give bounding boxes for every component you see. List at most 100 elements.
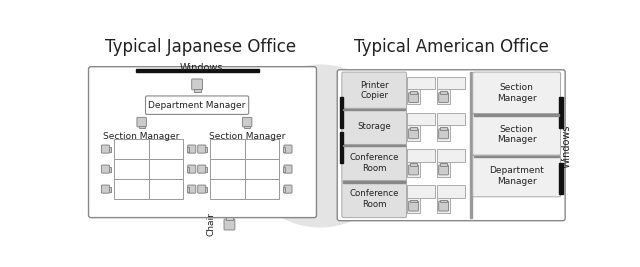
FancyBboxPatch shape <box>198 185 206 193</box>
Text: Section
Manager: Section Manager <box>497 125 536 144</box>
Bar <box>187 147 189 151</box>
Bar <box>407 149 435 162</box>
FancyBboxPatch shape <box>224 219 235 230</box>
Bar <box>410 91 417 93</box>
Bar <box>148 159 183 179</box>
Bar <box>210 179 245 199</box>
Bar <box>187 167 189 171</box>
Bar <box>283 187 285 191</box>
FancyBboxPatch shape <box>88 67 316 218</box>
FancyBboxPatch shape <box>284 145 292 153</box>
FancyBboxPatch shape <box>337 70 565 221</box>
FancyBboxPatch shape <box>438 201 449 211</box>
FancyBboxPatch shape <box>438 129 449 139</box>
Bar <box>437 125 450 141</box>
Text: Section Manager: Section Manager <box>209 132 285 141</box>
Bar <box>559 163 563 194</box>
FancyBboxPatch shape <box>101 145 109 153</box>
Text: Conference
Room: Conference Room <box>349 153 399 173</box>
FancyBboxPatch shape <box>137 117 147 127</box>
Bar <box>245 139 280 159</box>
Text: Department Manager: Department Manager <box>148 101 246 110</box>
Bar <box>474 156 559 157</box>
FancyBboxPatch shape <box>101 185 109 193</box>
Bar <box>407 89 420 104</box>
FancyBboxPatch shape <box>191 79 202 90</box>
Bar <box>245 159 280 179</box>
Bar <box>440 163 447 166</box>
FancyBboxPatch shape <box>473 155 561 197</box>
Bar <box>210 159 245 179</box>
Bar <box>407 198 420 213</box>
FancyBboxPatch shape <box>342 108 406 145</box>
Bar <box>109 147 111 151</box>
Bar <box>114 159 148 179</box>
Bar <box>410 127 417 130</box>
FancyBboxPatch shape <box>408 93 419 103</box>
Bar <box>193 89 200 92</box>
FancyBboxPatch shape <box>198 145 206 153</box>
Bar <box>226 217 233 220</box>
FancyBboxPatch shape <box>188 165 196 173</box>
Bar <box>437 162 450 177</box>
Bar <box>410 163 417 166</box>
Bar <box>437 185 465 198</box>
Bar <box>407 185 435 198</box>
FancyBboxPatch shape <box>188 145 196 153</box>
Bar <box>210 139 245 159</box>
FancyBboxPatch shape <box>408 129 419 139</box>
Bar <box>114 179 148 199</box>
Text: Section
Manager: Section Manager <box>497 83 536 103</box>
Bar <box>440 91 447 93</box>
FancyBboxPatch shape <box>408 165 419 175</box>
FancyBboxPatch shape <box>438 93 449 103</box>
FancyBboxPatch shape <box>473 72 561 114</box>
Bar <box>244 126 250 128</box>
Bar <box>148 179 183 199</box>
Bar <box>407 77 435 89</box>
Bar <box>245 179 280 199</box>
FancyBboxPatch shape <box>284 185 292 193</box>
FancyBboxPatch shape <box>408 201 419 211</box>
Bar <box>148 139 183 159</box>
Text: Section Manager: Section Manager <box>104 132 180 141</box>
FancyBboxPatch shape <box>473 114 561 155</box>
Bar <box>205 187 207 191</box>
Text: Typical Japanese Office: Typical Japanese Office <box>106 38 296 56</box>
Text: Chair: Chair <box>207 213 216 237</box>
FancyBboxPatch shape <box>243 117 252 127</box>
Bar <box>440 200 447 202</box>
Bar <box>437 113 465 125</box>
Bar <box>283 167 285 171</box>
Bar <box>559 97 563 128</box>
Text: Storage: Storage <box>357 122 391 131</box>
FancyBboxPatch shape <box>438 165 449 175</box>
Text: Printer
Copier: Printer Copier <box>360 81 388 100</box>
FancyBboxPatch shape <box>101 165 109 173</box>
Text: Conference
Room: Conference Room <box>349 189 399 209</box>
Bar <box>440 127 447 130</box>
Bar <box>187 187 189 191</box>
Text: Windows: Windows <box>562 124 572 168</box>
Bar <box>109 187 111 191</box>
Bar <box>437 198 450 213</box>
FancyBboxPatch shape <box>342 72 406 109</box>
Bar <box>470 72 472 218</box>
Bar <box>474 115 559 116</box>
Bar <box>340 132 344 163</box>
Bar <box>344 181 405 183</box>
Bar <box>344 145 405 146</box>
Bar <box>340 97 344 128</box>
Bar <box>437 89 450 104</box>
Bar <box>437 77 465 89</box>
Text: Department
Manager: Department Manager <box>489 166 544 186</box>
Bar <box>410 200 417 202</box>
FancyBboxPatch shape <box>145 96 249 115</box>
FancyBboxPatch shape <box>284 165 292 173</box>
FancyBboxPatch shape <box>198 165 206 173</box>
Bar <box>109 167 111 171</box>
Bar <box>283 147 285 151</box>
Bar <box>139 126 145 128</box>
FancyBboxPatch shape <box>342 181 406 218</box>
Bar <box>344 109 405 110</box>
